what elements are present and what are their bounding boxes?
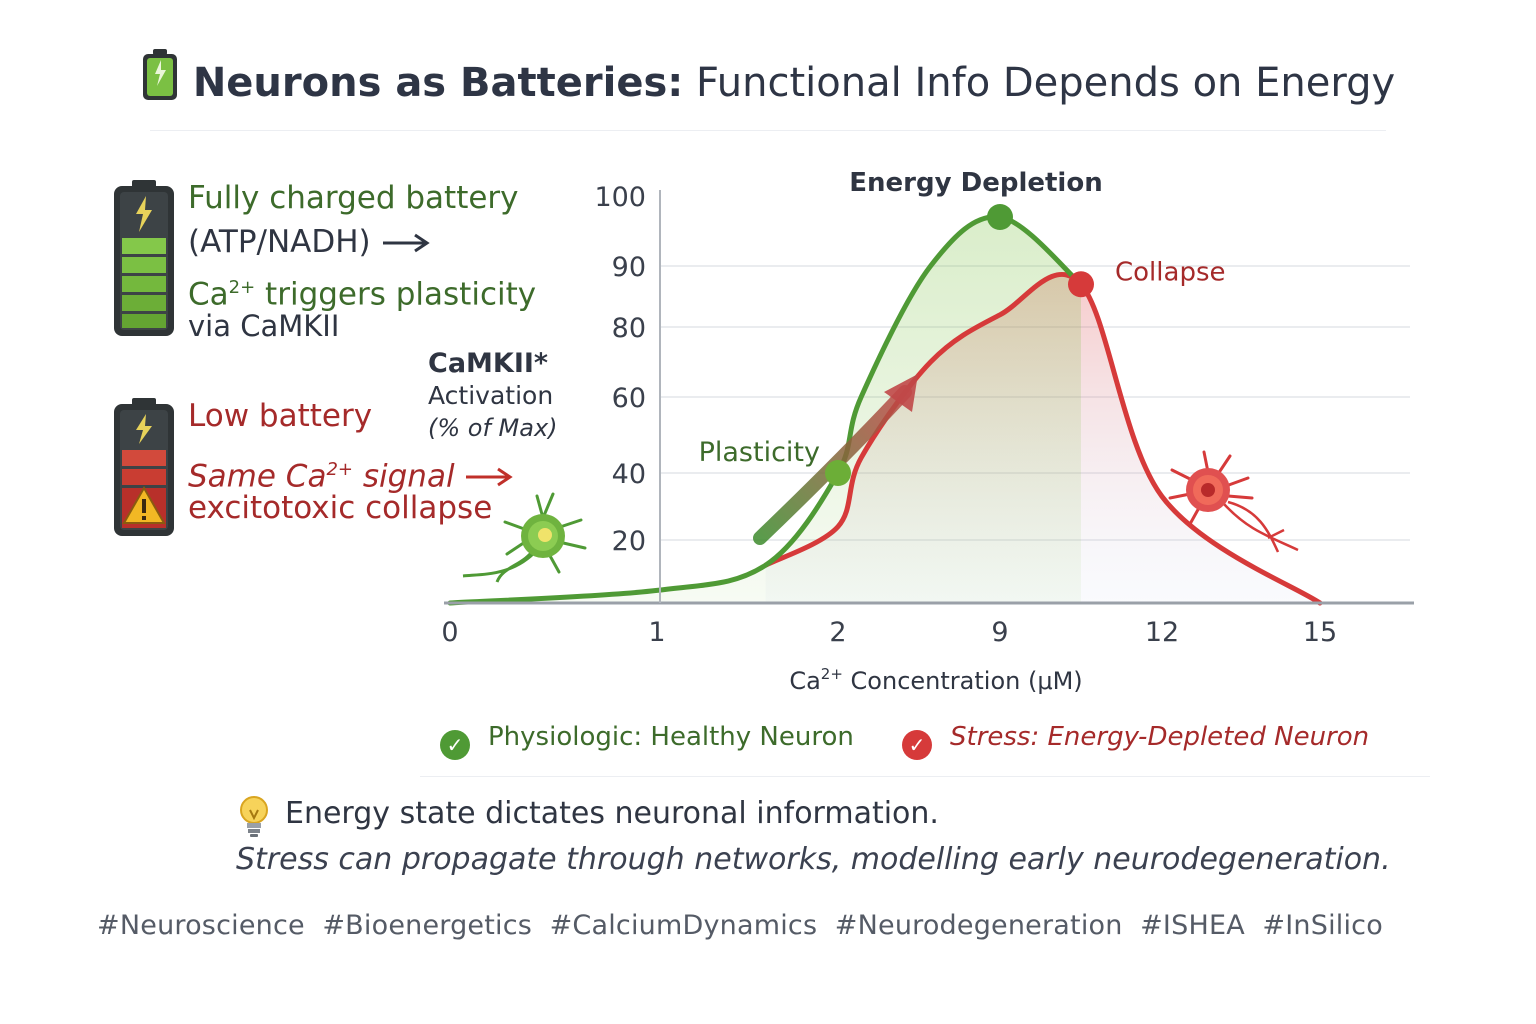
x-axis-label: Ca2+ Concentration (μM): [789, 665, 1082, 695]
page-title: Neurons as Batteries: Functional Info De…: [0, 48, 1536, 112]
y-tick-label: 80: [612, 313, 646, 344]
x-tick-label: 9: [991, 617, 1008, 648]
lightbulb-icon: [236, 794, 272, 842]
title-divider: [150, 130, 1386, 131]
healthy-area: [450, 216, 1081, 603]
charged-ca-sup: 2+: [228, 277, 256, 298]
note-line2: Stress can propagate through networks, m…: [236, 842, 1391, 877]
y-tick-label: 90: [612, 252, 646, 283]
note-line1: Energy state dictates neuronal informati…: [285, 796, 939, 831]
low-line2: Same Ca2+ signal: [188, 448, 514, 498]
legend-stress: ✓ Stress: Energy-Depleted Neuron: [902, 722, 1369, 760]
annotation-label: Plasticity: [699, 437, 820, 468]
annotation-label: Energy Depletion: [849, 168, 1102, 198]
y-tick-label: 20: [612, 526, 646, 557]
charged-ca: Ca: [188, 276, 229, 313]
x-tick-label: 1: [648, 617, 665, 648]
low-ca-sup: 2+: [326, 459, 353, 480]
low-signal: signal: [353, 458, 455, 495]
x-tick-label: 2: [829, 617, 846, 648]
title-bold: Neurons as Batteries:: [192, 60, 684, 106]
healthy-neuron-icon: [462, 492, 587, 583]
legend-divider: [420, 776, 1430, 777]
charged-line2-text: (ATP/NADH): [188, 224, 371, 260]
y-tick-label: 40: [612, 459, 646, 490]
annotation-marker: [987, 204, 1013, 230]
y-tick-label: 100: [594, 182, 646, 213]
battery-low-icon: [112, 398, 176, 542]
arrow-right-red-icon: [464, 458, 514, 494]
check-red-icon: ✓: [902, 730, 932, 760]
x-tick-label: 15: [1303, 617, 1337, 648]
x-tick-label: 0: [441, 617, 458, 648]
arrow-right-icon: [381, 224, 431, 260]
charged-line2: (ATP/NADH): [188, 220, 431, 264]
low-line3: excitotoxic collapse: [188, 490, 493, 526]
battery-full-icon: [141, 48, 179, 112]
check-icon: ✓: [440, 730, 470, 760]
annotation-marker: [1068, 271, 1094, 298]
legend-healthy-label: Physiologic: Healthy Neuron: [488, 722, 854, 752]
stressed-neuron-icon: [1168, 450, 1299, 553]
low-line1: Low battery: [188, 398, 373, 434]
y-axis-label: CaMKII* Activation (% of Max): [428, 348, 558, 444]
legend-healthy: ✓ Physiologic: Healthy Neuron: [440, 722, 854, 760]
annotation-marker: [825, 460, 851, 486]
y-axis-label-line1: CaMKII*: [428, 348, 549, 379]
warning-icon: [122, 486, 166, 524]
battery-charged-icon: [112, 180, 176, 342]
legend-stress-label: Stress: Energy-Depleted Neuron: [950, 722, 1370, 752]
low-ca: Same Ca: [188, 458, 327, 495]
charged-line3: Ca2+ triggers plasticity: [188, 266, 536, 316]
y-axis-label-line3: (% of Max): [428, 414, 558, 442]
y-tick-label: 60: [612, 383, 646, 414]
charged-line1: Fully charged battery: [188, 180, 519, 216]
stress-series-line: [763, 271, 1323, 606]
hashtags: #Neuroscience #Bioenergetics #CalciumDyn…: [97, 910, 1383, 941]
x-tick-label: 12: [1145, 617, 1179, 648]
charged-line4: via CaMKII: [188, 309, 340, 343]
y-axis-label-line2: Activation: [428, 381, 554, 410]
title-rest: Functional Info Depends on Energy: [695, 60, 1396, 106]
annotation-label: Collapse: [1115, 257, 1226, 287]
charged-plasticity: triggers plasticity: [255, 276, 537, 313]
